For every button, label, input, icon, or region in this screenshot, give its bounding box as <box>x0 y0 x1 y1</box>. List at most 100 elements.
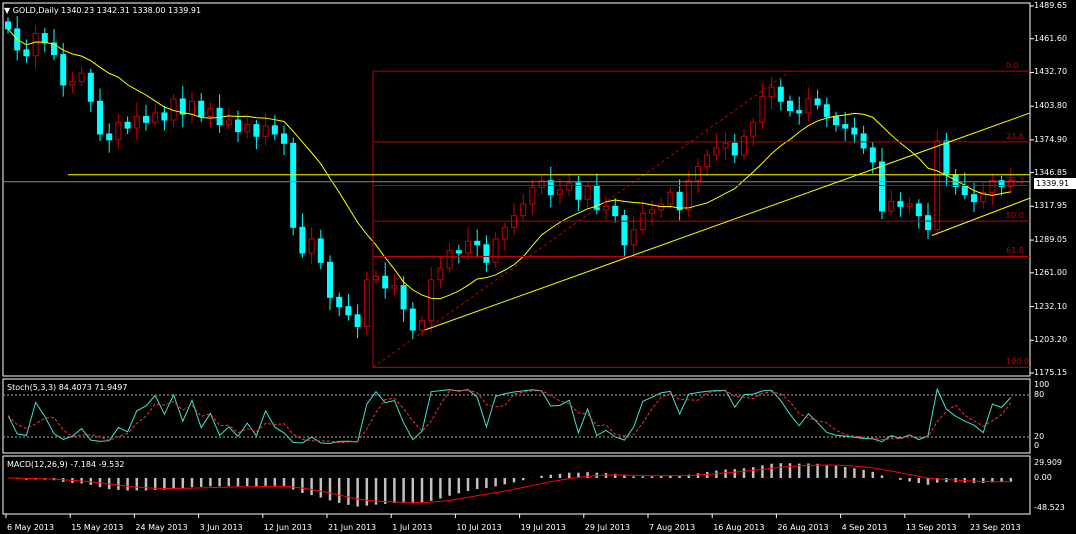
candle-bear <box>483 244 490 263</box>
candle-bull <box>980 191 987 203</box>
time-axis-label: 1 Jul 2013 <box>392 523 433 532</box>
candle-bear <box>814 98 821 106</box>
candle-bear <box>41 33 48 44</box>
candle-bear <box>216 107 223 126</box>
time-axis-label: 16 Aug 2013 <box>713 523 765 532</box>
candle-bear <box>897 201 904 207</box>
candle-bull <box>704 154 711 168</box>
price-axis-label: 1461.60 <box>1034 33 1068 43</box>
candle-bull <box>244 124 251 133</box>
candle-bear <box>455 250 462 254</box>
candle-bull <box>373 275 379 281</box>
time-axis-label: 29 Jul 2013 <box>584 523 631 532</box>
time-axis-label: 19 Jul 2013 <box>520 523 566 532</box>
candle-bear <box>971 194 977 203</box>
candle-bull <box>695 166 701 182</box>
candle-bear <box>143 115 149 123</box>
candle-bull <box>78 72 85 82</box>
stoch-axis-label: 80 <box>1034 390 1045 399</box>
fib-level-label: 50.0 <box>1006 211 1024 221</box>
candle-bear <box>23 49 30 57</box>
price-axis-label: 1261.00 <box>1034 267 1068 277</box>
candle-bull <box>225 119 232 126</box>
candle-bull <box>630 229 637 246</box>
candle-bear <box>198 100 205 117</box>
candle-bull <box>529 187 536 205</box>
candle-bull <box>768 86 775 98</box>
candle-bull <box>391 285 398 289</box>
candle-bull <box>32 33 39 57</box>
candle-bear <box>161 112 168 121</box>
candle-bull <box>989 180 996 193</box>
chart-header: ▼ GOLD,Daily 1340.23 1342.31 1338.00 133… <box>4 6 201 16</box>
candle-bull <box>722 142 729 149</box>
macd-axis-label: 29.909 <box>1034 458 1062 467</box>
candle-bull <box>888 201 895 212</box>
candle-bear <box>299 226 306 254</box>
candle-bear <box>676 191 683 211</box>
candle-bear <box>593 185 600 211</box>
candle-bear <box>106 133 113 141</box>
trendline-upper <box>424 112 1031 331</box>
price-axis-label: 1432.70 <box>1034 67 1068 77</box>
macd-pane-border <box>2 455 1031 515</box>
candle-bull <box>685 180 692 211</box>
fib-level-label: 38.2 <box>1006 175 1024 185</box>
candle-bear <box>317 238 324 263</box>
candle-bear <box>281 133 287 144</box>
candle-bull <box>906 203 913 207</box>
candle-bear <box>961 185 968 196</box>
candle-bull <box>584 185 591 200</box>
candle-bear <box>345 306 352 316</box>
candle-bear <box>796 110 803 114</box>
candle-bear <box>787 100 793 112</box>
candle-bull <box>538 180 545 189</box>
time-axis-label: 12 Jun 2013 <box>263 523 312 532</box>
candle-bull <box>308 238 315 254</box>
candle-bear <box>271 125 278 135</box>
candle-bear <box>327 261 333 298</box>
fib-level-label: 23.6 <box>1006 131 1024 141</box>
candle-bear <box>925 215 931 231</box>
price-axis-label: 1175.15 <box>1034 368 1068 377</box>
time-axis-label: 24 May 2013 <box>135 523 188 532</box>
time-axis-label: 13 Sep 2013 <box>905 523 957 532</box>
time-axis-label: 4 Sep 2013 <box>841 523 888 532</box>
price-axis-label: 1232.10 <box>1034 301 1068 311</box>
candle-bear <box>851 127 858 135</box>
price-axis-label: 1403.80 <box>1034 101 1068 111</box>
time-axis-label: 21 Jun 2013 <box>328 523 377 532</box>
candle-bull <box>741 135 747 156</box>
candle-bull <box>520 203 527 217</box>
candle-bull <box>805 98 812 114</box>
candle-bull <box>557 189 563 196</box>
time-axis-label: 10 Jul 2013 <box>456 523 502 532</box>
price-axis-label: 1374.90 <box>1034 134 1068 144</box>
candle-bear <box>336 296 343 308</box>
time-axis-label: 15 May 2013 <box>71 523 124 532</box>
moving-average-line <box>7 28 1011 300</box>
fib-level-label: 61.8 <box>1006 246 1024 256</box>
candle-bull <box>1007 180 1014 187</box>
price-axis-label: 1289.05 <box>1034 235 1068 245</box>
dropdown-triangle-icon[interactable]: ▼ <box>4 6 11 15</box>
macd-axis-label: 0.00 <box>1034 473 1052 482</box>
candle-bear <box>354 314 361 327</box>
candle-bull <box>189 100 195 115</box>
candle-bear <box>290 142 297 228</box>
candle-bull <box>152 112 159 123</box>
candle-bear <box>860 133 867 149</box>
price-axis-label: 1489.65 <box>1034 1 1068 10</box>
candle-bear <box>253 124 260 137</box>
symbol-label: GOLD,Daily <box>12 6 59 15</box>
candle-bull <box>501 226 508 240</box>
current-price-tag: 1339.91 <box>1034 178 1076 189</box>
candle-bull <box>492 238 499 263</box>
main-pane-border <box>2 2 1031 377</box>
candle-bear <box>869 147 876 163</box>
candle-bear <box>474 240 481 246</box>
candle-bear <box>621 215 628 246</box>
candle-bear <box>998 180 1005 187</box>
candle-bull <box>713 147 720 156</box>
